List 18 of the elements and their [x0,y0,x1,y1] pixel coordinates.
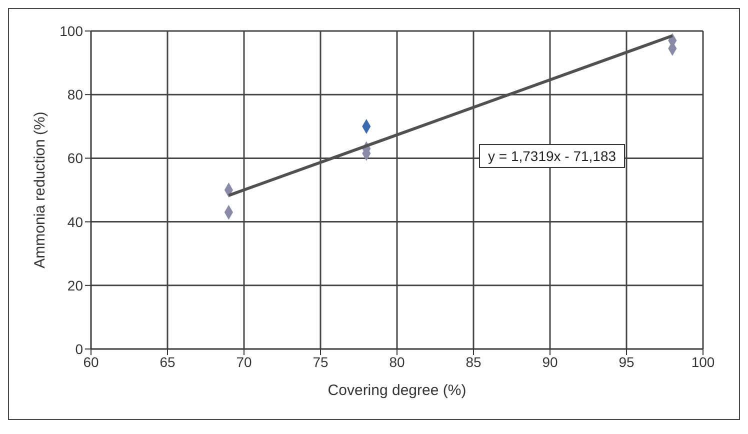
annotation: y = 1,7319x - 71,183 [479,144,626,168]
y-tick-label: 60 [67,150,84,166]
x-tick-label: 65 [160,354,176,370]
y-tick-label: 80 [67,86,84,103]
y-tick-label: 0 [75,340,84,357]
x-tick-label: 60 [83,354,99,370]
y-tick-label: 40 [67,214,84,230]
x-axis-title: Covering degree (%) [328,382,466,399]
y-axis-title: Ammonia reduction (%) [31,112,48,268]
y-tick-label: 100 [60,22,84,39]
x-tick-label: 85 [466,354,482,370]
x-tick-label: 100 [691,354,715,370]
x-tick-label: 90 [542,354,558,370]
x-tick-label: 75 [312,354,328,370]
x-tick-label: 80 [389,354,405,370]
x-tick-label: 70 [236,354,252,370]
y-tick-label: 20 [67,277,84,294]
x-tick-label: 95 [618,354,634,370]
